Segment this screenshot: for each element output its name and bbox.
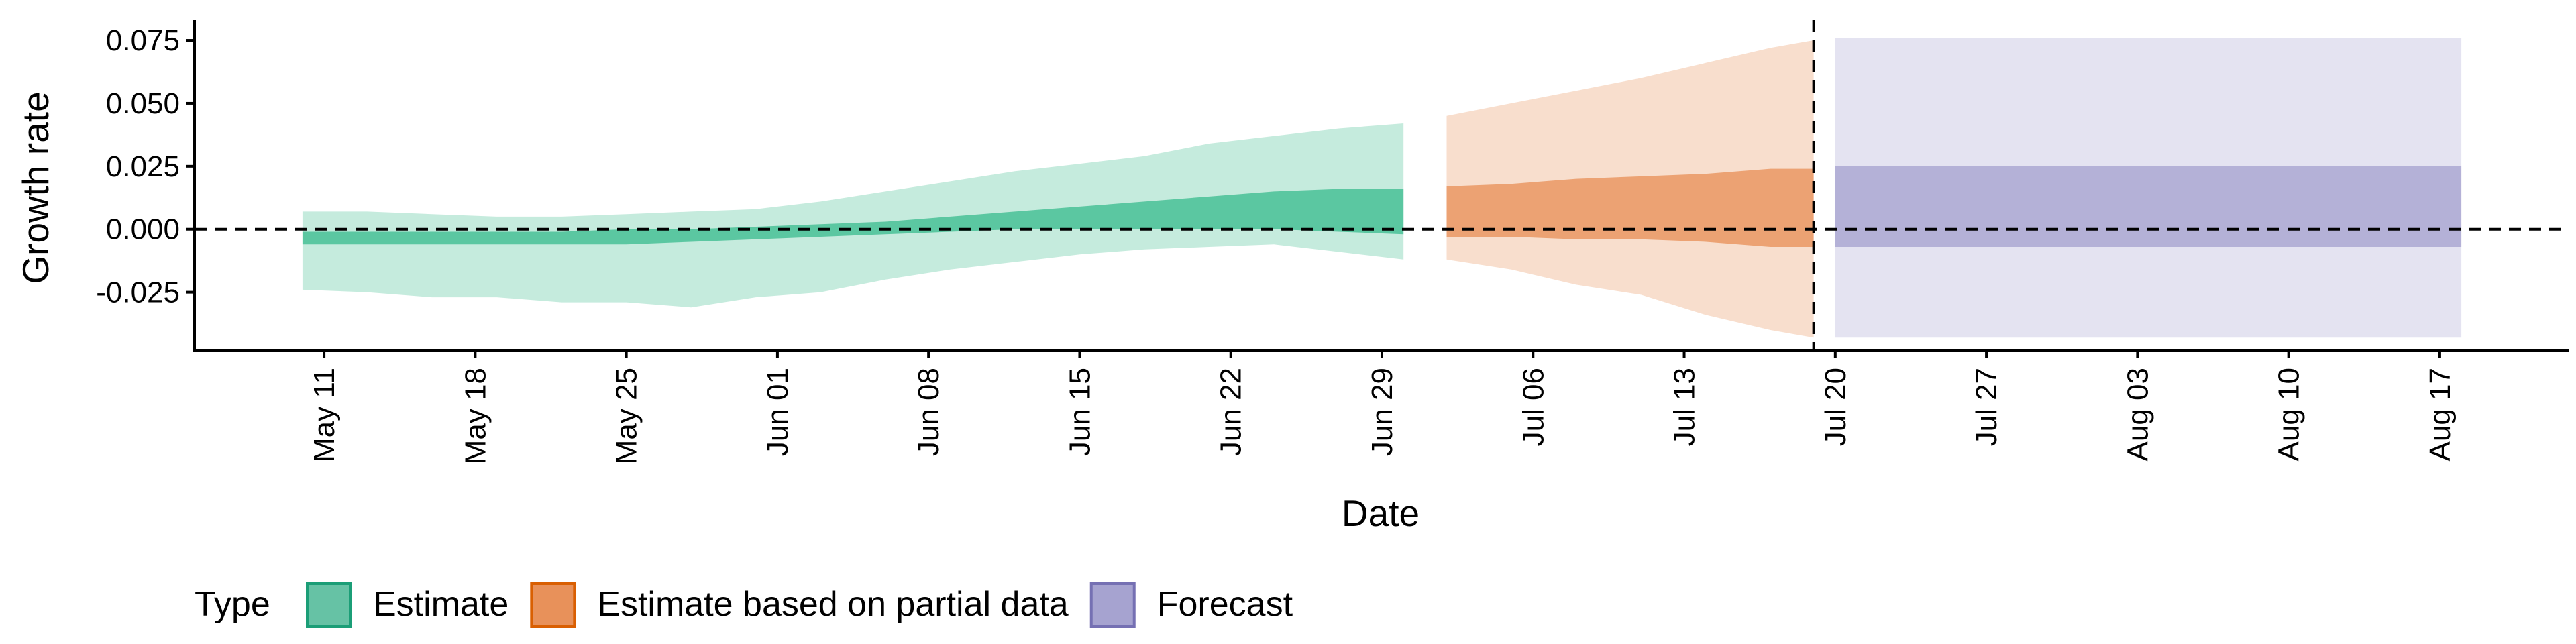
x-tick-label: Jun 22 bbox=[1215, 368, 1248, 456]
y-axis-title: Growth rate bbox=[15, 91, 56, 284]
x-tick-label: Jun 29 bbox=[1366, 368, 1399, 456]
legend-swatch bbox=[530, 582, 576, 628]
legend-label: Estimate based on partial data bbox=[597, 585, 1069, 624]
x-tick-label: Aug 10 bbox=[2273, 368, 2306, 461]
legend-swatch bbox=[306, 582, 352, 628]
y-tick-label: 0.000 bbox=[106, 213, 180, 246]
x-tick-label: Jun 01 bbox=[761, 368, 794, 456]
legend-title: Type bbox=[195, 585, 270, 624]
legend: Type Estimate Estimate based on partial da… bbox=[195, 582, 1293, 628]
y-axis-ticks: -0.025 0.000 0.025 0.050 0.075 bbox=[96, 24, 195, 309]
x-tick-label: Jun 08 bbox=[912, 368, 945, 456]
reference-lines bbox=[195, 20, 2569, 350]
plot-bands bbox=[302, 38, 2462, 338]
y-tick-label: 0.025 bbox=[106, 150, 180, 183]
x-tick-label: Jul 20 bbox=[1819, 368, 1852, 446]
x-tick-label: Jul 27 bbox=[1970, 368, 2003, 446]
x-tick-label: May 18 bbox=[459, 368, 492, 464]
series-1-inner-band bbox=[302, 189, 1404, 245]
x-tick-label: Jun 15 bbox=[1064, 368, 1097, 456]
x-axis-ticks: May 11 May 18 May 25 Jun 01 Jun 08 Jun 15 Jun … bbox=[308, 350, 2457, 464]
y-tick-label: 0.050 bbox=[106, 87, 180, 120]
x-tick-label: Jul 06 bbox=[1517, 368, 1550, 446]
x-tick-label: May 25 bbox=[610, 368, 643, 464]
legend-swatch bbox=[1089, 582, 1136, 628]
x-tick-label: Jul 13 bbox=[1668, 368, 1701, 446]
legend-label: Forecast bbox=[1157, 585, 1293, 624]
y-tick-label: -0.025 bbox=[96, 276, 180, 309]
y-tick-label: 0.075 bbox=[106, 24, 180, 57]
x-tick-label: Aug 17 bbox=[2424, 368, 2457, 461]
series-1-outer-band bbox=[302, 123, 1404, 308]
series-2-inner-band bbox=[1446, 168, 1814, 247]
x-axis-title: Date bbox=[1342, 492, 1419, 534]
series-3-inner-band bbox=[1835, 166, 2462, 247]
x-tick-label: Aug 03 bbox=[2121, 368, 2154, 461]
x-tick-label: May 11 bbox=[308, 368, 341, 462]
legend-label: Estimate bbox=[373, 585, 508, 624]
